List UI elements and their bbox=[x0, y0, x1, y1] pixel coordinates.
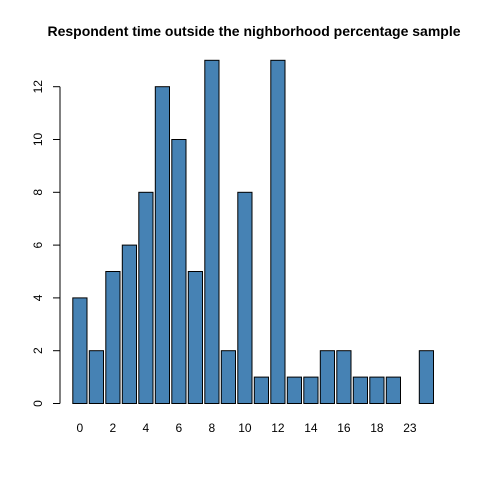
x-tick-label-0: 0 bbox=[77, 421, 84, 435]
bar-13 bbox=[286, 376, 302, 405]
bar-2 bbox=[105, 271, 121, 404]
x-tick-label-4: 4 bbox=[143, 421, 150, 435]
bar-15 bbox=[319, 350, 335, 405]
bar-4 bbox=[138, 191, 154, 404]
bar-3 bbox=[121, 244, 138, 404]
x-tick-label-6: 6 bbox=[176, 421, 183, 435]
y-tick-label-8: 8 bbox=[31, 189, 45, 196]
bar-14 bbox=[303, 376, 319, 405]
x-tick-label-14: 14 bbox=[304, 421, 318, 435]
x-tick-label-23: 23 bbox=[403, 421, 417, 435]
x-tick-label-18: 18 bbox=[370, 421, 384, 435]
x-tick-label-16: 16 bbox=[337, 421, 351, 435]
y-tick-label-0: 0 bbox=[31, 400, 45, 407]
bar-1 bbox=[88, 350, 105, 405]
y-tick-label-2: 2 bbox=[31, 347, 45, 354]
y-axis: 0 2 4 6 8 10 12 bbox=[31, 80, 61, 407]
bar-7 bbox=[187, 271, 204, 404]
bars-group bbox=[72, 59, 434, 405]
x-tick-label-2: 2 bbox=[110, 421, 117, 435]
x-tick-label-8: 8 bbox=[209, 421, 216, 435]
bar-11 bbox=[253, 376, 270, 405]
bar-8 bbox=[204, 59, 220, 405]
y-tick-label-4: 4 bbox=[31, 294, 45, 301]
bar-19 bbox=[385, 376, 401, 405]
y-tick-label-10: 10 bbox=[31, 133, 45, 147]
bar-17 bbox=[352, 376, 368, 405]
bar-10 bbox=[237, 191, 253, 404]
x-tick-label-12: 12 bbox=[271, 421, 285, 435]
bar-6 bbox=[171, 139, 187, 404]
bar-0 bbox=[72, 297, 88, 404]
bar-24 bbox=[418, 350, 434, 405]
bar-18 bbox=[369, 376, 385, 405]
y-tick-label-6: 6 bbox=[31, 241, 45, 248]
bar-9 bbox=[220, 350, 237, 405]
bar-12 bbox=[270, 59, 286, 405]
x-tick-label-10: 10 bbox=[238, 421, 252, 435]
chart-title: Respondent time outside the nighborhood … bbox=[47, 23, 460, 39]
x-axis: 0 2 4 6 8 10 12 14 16 18 23 bbox=[77, 421, 417, 435]
bar-16 bbox=[336, 350, 352, 405]
y-tick-label-12: 12 bbox=[31, 80, 45, 94]
bar-5 bbox=[154, 86, 171, 404]
